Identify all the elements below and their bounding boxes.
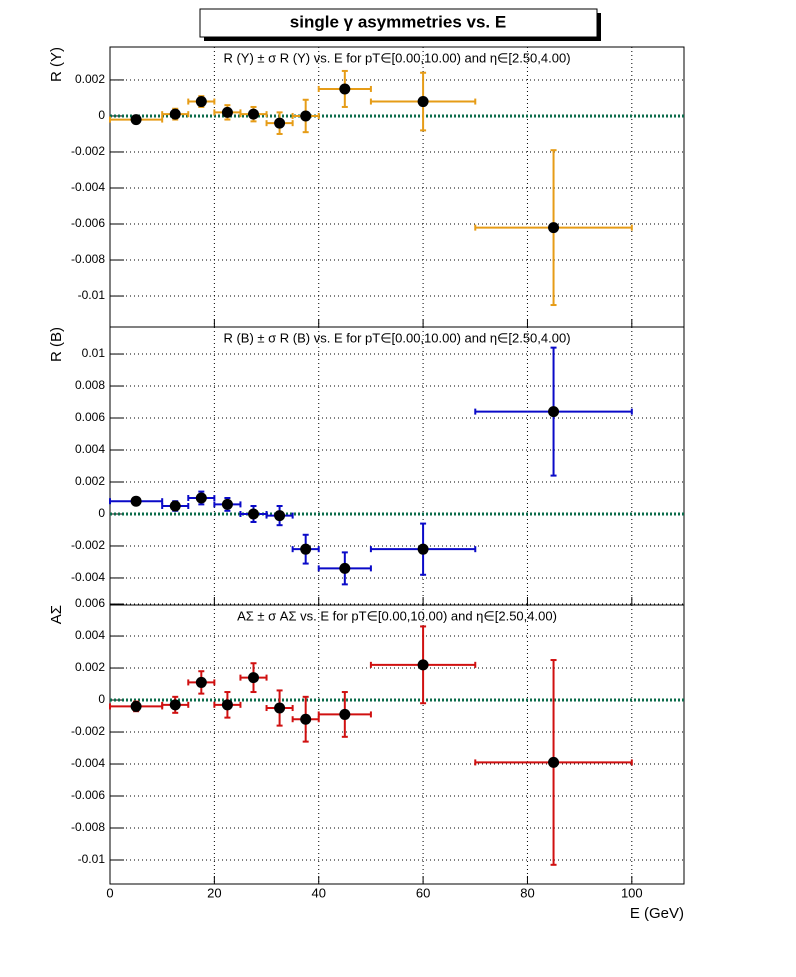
y-tick-label: 0.006: [75, 596, 105, 610]
x-tick-label: 100: [621, 885, 643, 900]
x-tick-label: 60: [416, 885, 430, 900]
x-tick-label: 20: [207, 885, 221, 900]
plot-frame: [109, 326, 685, 606]
panel-title: R (Y) ± σ R (Y) vs. E for pT∈[0.00,10.00…: [223, 50, 570, 65]
data-point: [339, 562, 351, 574]
y-tick-label: 0.01: [82, 346, 106, 360]
data-point: [274, 117, 286, 129]
y-tick-label: -0.002: [71, 538, 105, 552]
plot-frame: [109, 46, 685, 328]
data-point: [300, 110, 312, 122]
data-point: [417, 96, 429, 108]
y-tick-label: 0.002: [75, 72, 105, 86]
x-tick-label: 0: [106, 885, 113, 900]
data-point: [130, 114, 142, 126]
y-tick-label: -0.01: [78, 852, 106, 866]
data-point: [169, 699, 181, 711]
data-point: [169, 108, 181, 120]
panel-title: R (B) ± σ R (B) vs. E for pT∈[0.00,10.00…: [223, 330, 570, 345]
y-tick-label: -0.004: [71, 570, 105, 584]
panel-title: AΣ ± σ AΣ vs. E for pT∈[0.00,10.00) and …: [237, 608, 557, 623]
data-point: [130, 495, 142, 507]
y-axis-label: AΣ: [48, 605, 65, 624]
x-tick-label: 80: [520, 885, 534, 900]
y-tick-label: 0.004: [75, 628, 105, 642]
y-tick-label: 0.008: [75, 378, 105, 392]
y-tick-label: 0: [98, 506, 105, 520]
y-tick-label: 0.004: [75, 442, 105, 456]
y-tick-label: -0.01: [78, 288, 106, 302]
data-point: [417, 543, 429, 555]
y-tick-label: -0.008: [71, 252, 105, 266]
y-tick-label: 0: [98, 692, 105, 706]
data-point: [169, 500, 181, 512]
y-tick-label: -0.006: [71, 216, 105, 230]
x-axis-label: E (GeV): [630, 905, 684, 922]
y-tick-label: -0.008: [71, 820, 105, 834]
data-point: [248, 508, 259, 520]
y-axis-label: R (B): [48, 327, 65, 362]
plot-frame: [109, 604, 685, 885]
data-point: [417, 659, 429, 671]
data-point: [221, 106, 233, 118]
y-tick-label: 0.006: [75, 410, 105, 424]
y-tick-label: 0.002: [75, 660, 105, 674]
data-point: [195, 676, 207, 688]
data-point: [221, 498, 233, 510]
data-point: [274, 510, 286, 522]
y-tick-label: -0.006: [71, 788, 105, 802]
data-point: [248, 672, 259, 684]
data-point: [339, 83, 351, 95]
y-axis-label: R (Y): [48, 47, 65, 82]
y-tick-label: -0.002: [71, 144, 105, 158]
data-point: [300, 543, 312, 555]
title-box: [199, 8, 598, 38]
data-point: [548, 222, 560, 234]
y-tick-label: 0: [98, 108, 105, 122]
data-point: [221, 699, 233, 711]
x-tick-label: 40: [311, 885, 325, 900]
data-point: [548, 756, 560, 768]
data-point: [300, 713, 312, 725]
y-tick-label: 0.002: [75, 474, 105, 488]
y-tick-label: -0.004: [71, 180, 105, 194]
main-title: single γ asymmetries vs. E: [290, 12, 506, 31]
y-tick-label: -0.002: [71, 724, 105, 738]
data-point: [195, 492, 207, 504]
data-point: [195, 96, 207, 108]
data-point: [248, 108, 259, 120]
data-point: [548, 406, 560, 418]
data-point: [339, 708, 351, 720]
y-tick-label: -0.004: [71, 756, 105, 770]
data-point: [130, 700, 142, 712]
data-point: [274, 702, 286, 714]
